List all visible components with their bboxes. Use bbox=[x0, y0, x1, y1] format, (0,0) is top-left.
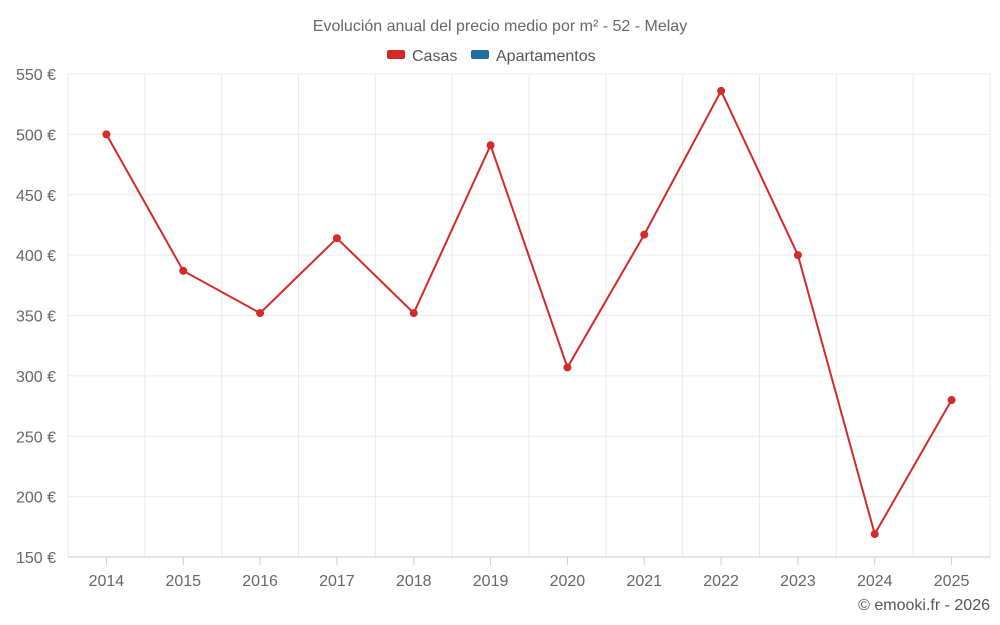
data-point-2014[interactable] bbox=[102, 130, 111, 139]
y-tick-label: 450 € bbox=[16, 188, 56, 205]
x-tick-label: 2017 bbox=[319, 573, 355, 590]
x-tick-label: 2019 bbox=[473, 573, 509, 590]
legend-swatch-apartamentos[interactable] bbox=[471, 50, 489, 59]
legend-swatch-casas[interactable] bbox=[387, 50, 405, 59]
x-tick-label: 2021 bbox=[626, 573, 662, 590]
x-tick-label: 2023 bbox=[780, 573, 816, 590]
data-point-2025[interactable] bbox=[947, 396, 956, 405]
data-point-2023[interactable] bbox=[793, 251, 802, 260]
data-point-2015[interactable] bbox=[179, 266, 188, 275]
y-tick-label: 300 € bbox=[16, 369, 56, 386]
data-point-2016[interactable] bbox=[256, 309, 265, 318]
y-tick-label: 200 € bbox=[16, 490, 56, 507]
series-casas bbox=[102, 86, 956, 539]
x-tick-label: 2018 bbox=[396, 573, 432, 590]
y-tick-label: 550 € bbox=[16, 67, 56, 84]
y-tick-label: 150 € bbox=[16, 550, 56, 567]
y-axis-labels: 150 € 200 € 250 € 300 € 350 € 400 € 450 € 500 €… bbox=[16, 67, 56, 567]
data-point-2017[interactable] bbox=[332, 234, 341, 243]
x-tick-label: 2014 bbox=[89, 573, 125, 590]
x-tick-label: 2024 bbox=[857, 573, 893, 590]
y-tick-label: 400 € bbox=[16, 248, 56, 265]
legend: Casas Apartamentos bbox=[387, 48, 596, 65]
y-tick-label: 500 € bbox=[16, 127, 56, 144]
legend-label-casas[interactable]: Casas bbox=[412, 48, 457, 65]
x-tick-label: 2025 bbox=[934, 573, 970, 590]
data-point-2022[interactable] bbox=[717, 86, 726, 95]
y-tick-label: 350 € bbox=[16, 309, 56, 326]
legend-label-apartamentos[interactable]: Apartamentos bbox=[496, 48, 596, 65]
chart-title: Evolución anual del precio medio por m² … bbox=[313, 18, 687, 35]
x-axis-labels: 2014 2015 2016 2017 2018 2019 2020 2021 2022 2023… bbox=[89, 573, 970, 590]
data-point-2021[interactable] bbox=[640, 230, 649, 239]
x-tick-label: 2015 bbox=[165, 573, 201, 590]
x-tick-label: 2016 bbox=[242, 573, 278, 590]
y-tick-label: 250 € bbox=[16, 429, 56, 446]
data-point-2024[interactable] bbox=[870, 530, 879, 539]
series-line-casas bbox=[105, 88, 953, 537]
gridlines bbox=[67, 73, 991, 557]
axes bbox=[68, 556, 990, 565]
x-tick-label: 2020 bbox=[550, 573, 586, 590]
data-point-2018[interactable] bbox=[409, 309, 418, 318]
data-point-2019[interactable] bbox=[486, 141, 495, 150]
credit-text: © emooki.fr - 2026 bbox=[858, 597, 990, 614]
x-tick-label: 2022 bbox=[703, 573, 739, 590]
data-point-2020[interactable] bbox=[563, 363, 572, 372]
